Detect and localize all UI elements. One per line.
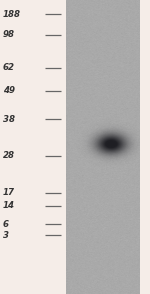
Text: 98: 98 <box>3 30 15 39</box>
Text: 49: 49 <box>3 86 15 95</box>
Text: 14: 14 <box>3 201 15 210</box>
Text: 28: 28 <box>3 151 15 160</box>
Text: 3: 3 <box>3 231 9 240</box>
Text: 38: 38 <box>3 115 15 123</box>
Bar <box>140 0 150 294</box>
Text: 62: 62 <box>3 63 15 72</box>
Text: 188: 188 <box>3 10 21 19</box>
Bar <box>0 0 66 294</box>
Text: 17: 17 <box>3 188 15 197</box>
Text: 6: 6 <box>3 220 9 228</box>
